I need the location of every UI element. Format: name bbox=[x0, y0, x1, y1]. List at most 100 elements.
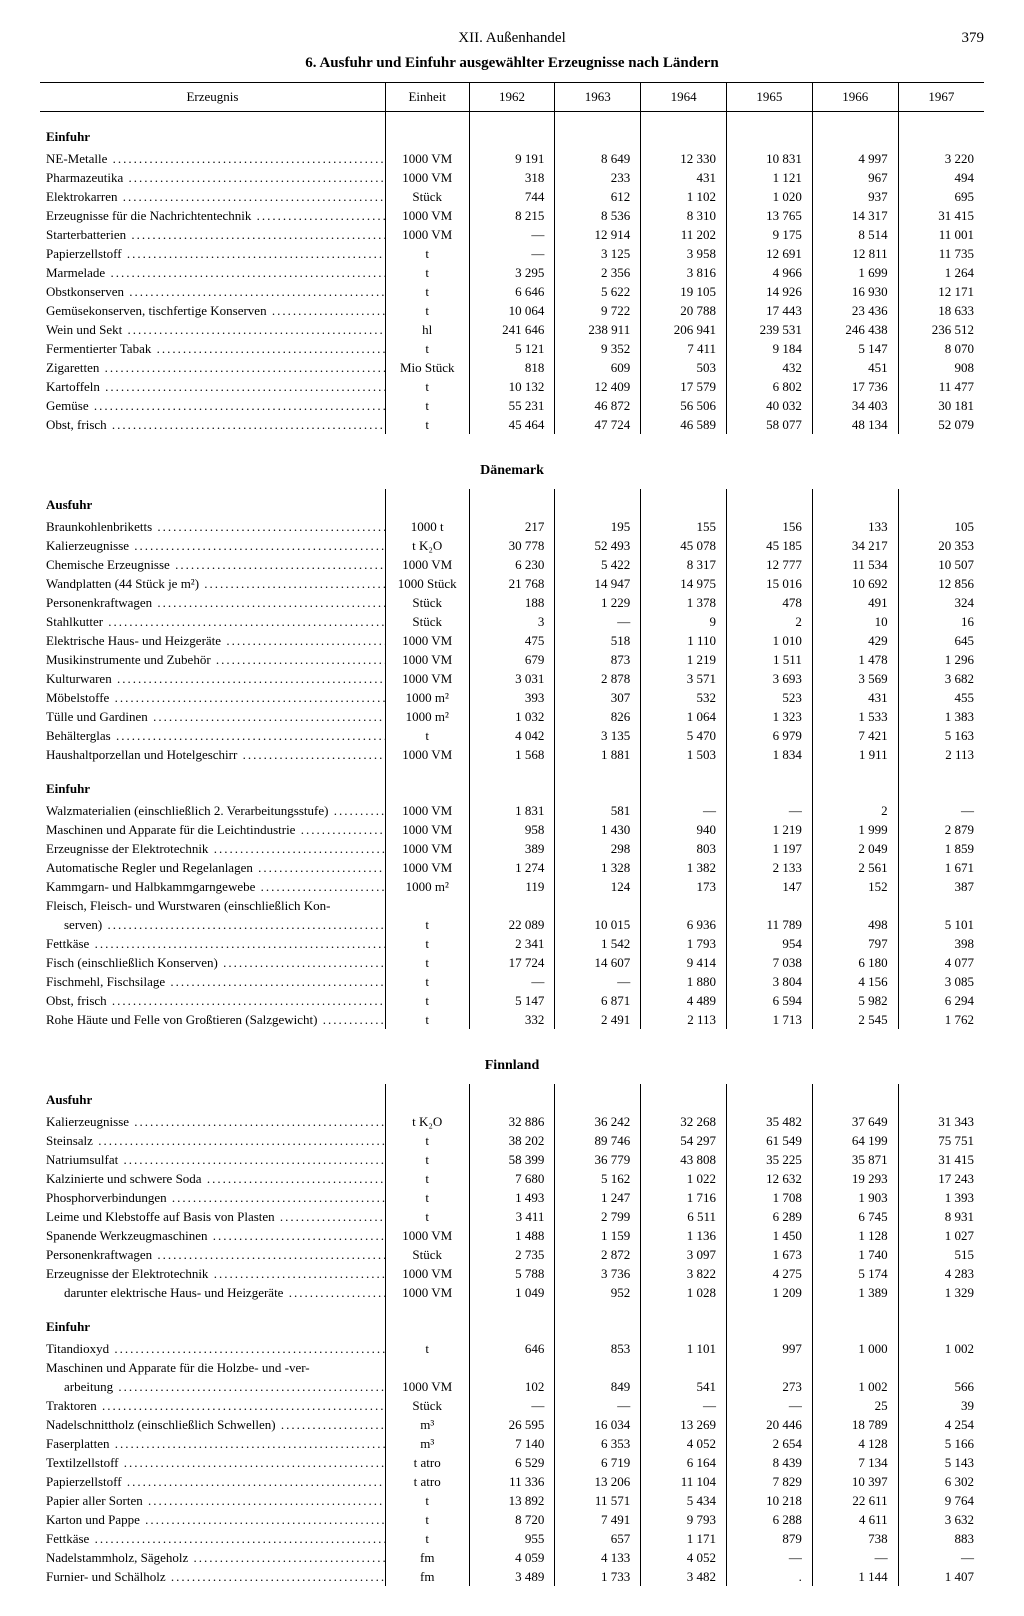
product-name: Chemische Erzeugnisse bbox=[40, 555, 385, 574]
product-name: Tülle und Gardinen bbox=[40, 707, 385, 726]
unit-cell: t bbox=[385, 972, 469, 991]
value-cell: 45 185 bbox=[727, 536, 813, 555]
value-cell: 56 506 bbox=[641, 396, 727, 415]
value-cell: 31 343 bbox=[898, 1112, 984, 1131]
table-row: Obst, frischt5 1476 8714 4896 5945 9826 … bbox=[40, 991, 984, 1010]
col-year: 1966 bbox=[812, 83, 898, 112]
product-name: Fleisch, Fleisch- und Wurstwaren (einsch… bbox=[40, 896, 385, 915]
value-cell: 1 209 bbox=[727, 1283, 813, 1302]
table-header-row: Erzeugnis Einheit 1962 1963 1964 1965 19… bbox=[40, 83, 984, 112]
table-row: Fermentierter Tabakt5 1219 3527 4119 184… bbox=[40, 339, 984, 358]
value-cell: 3 571 bbox=[641, 669, 727, 688]
value-cell: 8 070 bbox=[898, 339, 984, 358]
value-cell: 6 353 bbox=[555, 1434, 641, 1453]
value-cell: 853 bbox=[555, 1339, 641, 1358]
unit-cell: 1000 VM bbox=[385, 1226, 469, 1245]
value-cell: 17 724 bbox=[469, 953, 555, 972]
table-row: Fischmehl, Fischsilaget——1 8803 8044 156… bbox=[40, 972, 984, 991]
table-title: 6. Ausfuhr und Einfuhr ausgewählter Erze… bbox=[40, 55, 984, 72]
value-cell: 6 871 bbox=[555, 991, 641, 1010]
value-cell: 52 493 bbox=[555, 536, 641, 555]
product-name: Fischmehl, Fischsilage bbox=[40, 972, 385, 991]
value-cell: 1 708 bbox=[727, 1188, 813, 1207]
unit-cell: 1000 VM bbox=[385, 801, 469, 820]
unit-cell: 1000 VM bbox=[385, 206, 469, 225]
value-cell: 4 128 bbox=[812, 1434, 898, 1453]
table-row: Kalzinierte und schwere Sodat7 6805 1621… bbox=[40, 1169, 984, 1188]
table-row: Spanende Werkzeugmaschinen1000 VM1 4881 … bbox=[40, 1226, 984, 1245]
table-row: Musikinstrumente und Zubehör1000 VM67987… bbox=[40, 650, 984, 669]
value-cell: 1 503 bbox=[641, 745, 727, 764]
product-name: Obst, frisch bbox=[40, 415, 385, 434]
product-name: Musikinstrumente und Zubehör bbox=[40, 650, 385, 669]
gap-row bbox=[40, 764, 984, 773]
value-cell: 13 206 bbox=[555, 1472, 641, 1491]
value-cell: 967 bbox=[812, 168, 898, 187]
unit-cell: t atro bbox=[385, 1472, 469, 1491]
value-cell: 491 bbox=[812, 593, 898, 612]
value-cell: 6 230 bbox=[469, 555, 555, 574]
value-cell: 36 779 bbox=[555, 1150, 641, 1169]
value-cell: 4 059 bbox=[469, 1548, 555, 1567]
value-cell: 14 317 bbox=[812, 206, 898, 225]
value-cell: 19 105 bbox=[641, 282, 727, 301]
unit-cell: t bbox=[385, 1491, 469, 1510]
table-row: Kalierzeugnisset K₂O32 88636 24232 26835… bbox=[40, 1112, 984, 1131]
value-cell: 12 856 bbox=[898, 574, 984, 593]
unit-cell: 1000 VM bbox=[385, 1377, 469, 1396]
table-row: Tülle und Gardinen1000 m²1 0328261 0641 … bbox=[40, 707, 984, 726]
value-cell: 147 bbox=[727, 877, 813, 896]
value-cell: 206 941 bbox=[641, 320, 727, 339]
value-cell: 2 735 bbox=[469, 1245, 555, 1264]
value-cell: 1 762 bbox=[898, 1010, 984, 1029]
unit-cell: t bbox=[385, 953, 469, 972]
value-cell: 1 171 bbox=[641, 1529, 727, 1548]
table-row: Gemüsekonserven, tischfertige Konservent… bbox=[40, 301, 984, 320]
value-cell: 46 872 bbox=[555, 396, 641, 415]
table-row: darunter elektrische Haus- und Heizgerät… bbox=[40, 1283, 984, 1302]
value-cell: 1 110 bbox=[641, 631, 727, 650]
value-cell: 9 175 bbox=[727, 225, 813, 244]
value-cell: 239 531 bbox=[727, 320, 813, 339]
table-row: Erzeugnisse der Elektrotechnik1000 VM5 7… bbox=[40, 1264, 984, 1283]
value-cell: 11 477 bbox=[898, 377, 984, 396]
value-cell: 156 bbox=[727, 517, 813, 536]
value-cell: 1 382 bbox=[641, 858, 727, 877]
value-cell: 1 121 bbox=[727, 168, 813, 187]
table-row: Kulturwaren1000 VM3 0312 8783 5713 6933 … bbox=[40, 669, 984, 688]
value-cell: 20 446 bbox=[727, 1415, 813, 1434]
table-row: Starterbatterien1000 VM—12 91411 2029 17… bbox=[40, 225, 984, 244]
value-cell: 21 768 bbox=[469, 574, 555, 593]
value-cell: 102 bbox=[469, 1377, 555, 1396]
value-cell: 12 691 bbox=[727, 244, 813, 263]
table-row: Kammgarn- und Halbkammgarngewebe1000 m²1… bbox=[40, 877, 984, 896]
unit-cell: t bbox=[385, 301, 469, 320]
value-cell: 11 571 bbox=[555, 1491, 641, 1510]
value-cell: 541 bbox=[641, 1377, 727, 1396]
unit-cell: t bbox=[385, 1169, 469, 1188]
value-cell: 1 533 bbox=[812, 707, 898, 726]
value-cell: 10 218 bbox=[727, 1491, 813, 1510]
product-name: Wandplatten (44 Stück je m²) bbox=[40, 574, 385, 593]
table-row: Papier aller Sortent13 89211 5715 43410 … bbox=[40, 1491, 984, 1510]
value-cell: 1 022 bbox=[641, 1169, 727, 1188]
value-cell: 1 740 bbox=[812, 1245, 898, 1264]
value-cell: 1 542 bbox=[555, 934, 641, 953]
value-cell: 958 bbox=[469, 820, 555, 839]
table-row: Wandplatten (44 Stück je m²)1000 Stück21… bbox=[40, 574, 984, 593]
value-cell: 8 215 bbox=[469, 206, 555, 225]
product-name: Leime und Klebstoffe auf Basis von Plast… bbox=[40, 1207, 385, 1226]
value-cell: 6 802 bbox=[727, 377, 813, 396]
table-row: Obstkonservent6 6465 62219 10514 92616 9… bbox=[40, 282, 984, 301]
value-cell: 9 722 bbox=[555, 301, 641, 320]
value-cell: 478 bbox=[727, 593, 813, 612]
value-cell: 4 133 bbox=[555, 1548, 641, 1567]
value-cell: 1 247 bbox=[555, 1188, 641, 1207]
value-cell: 7 038 bbox=[727, 953, 813, 972]
value-cell: 3 085 bbox=[898, 972, 984, 991]
value-cell: 30 778 bbox=[469, 536, 555, 555]
value-cell: 8 649 bbox=[555, 149, 641, 168]
value-cell: 45 078 bbox=[641, 536, 727, 555]
value-cell bbox=[555, 896, 641, 915]
value-cell: 7 491 bbox=[555, 1510, 641, 1529]
